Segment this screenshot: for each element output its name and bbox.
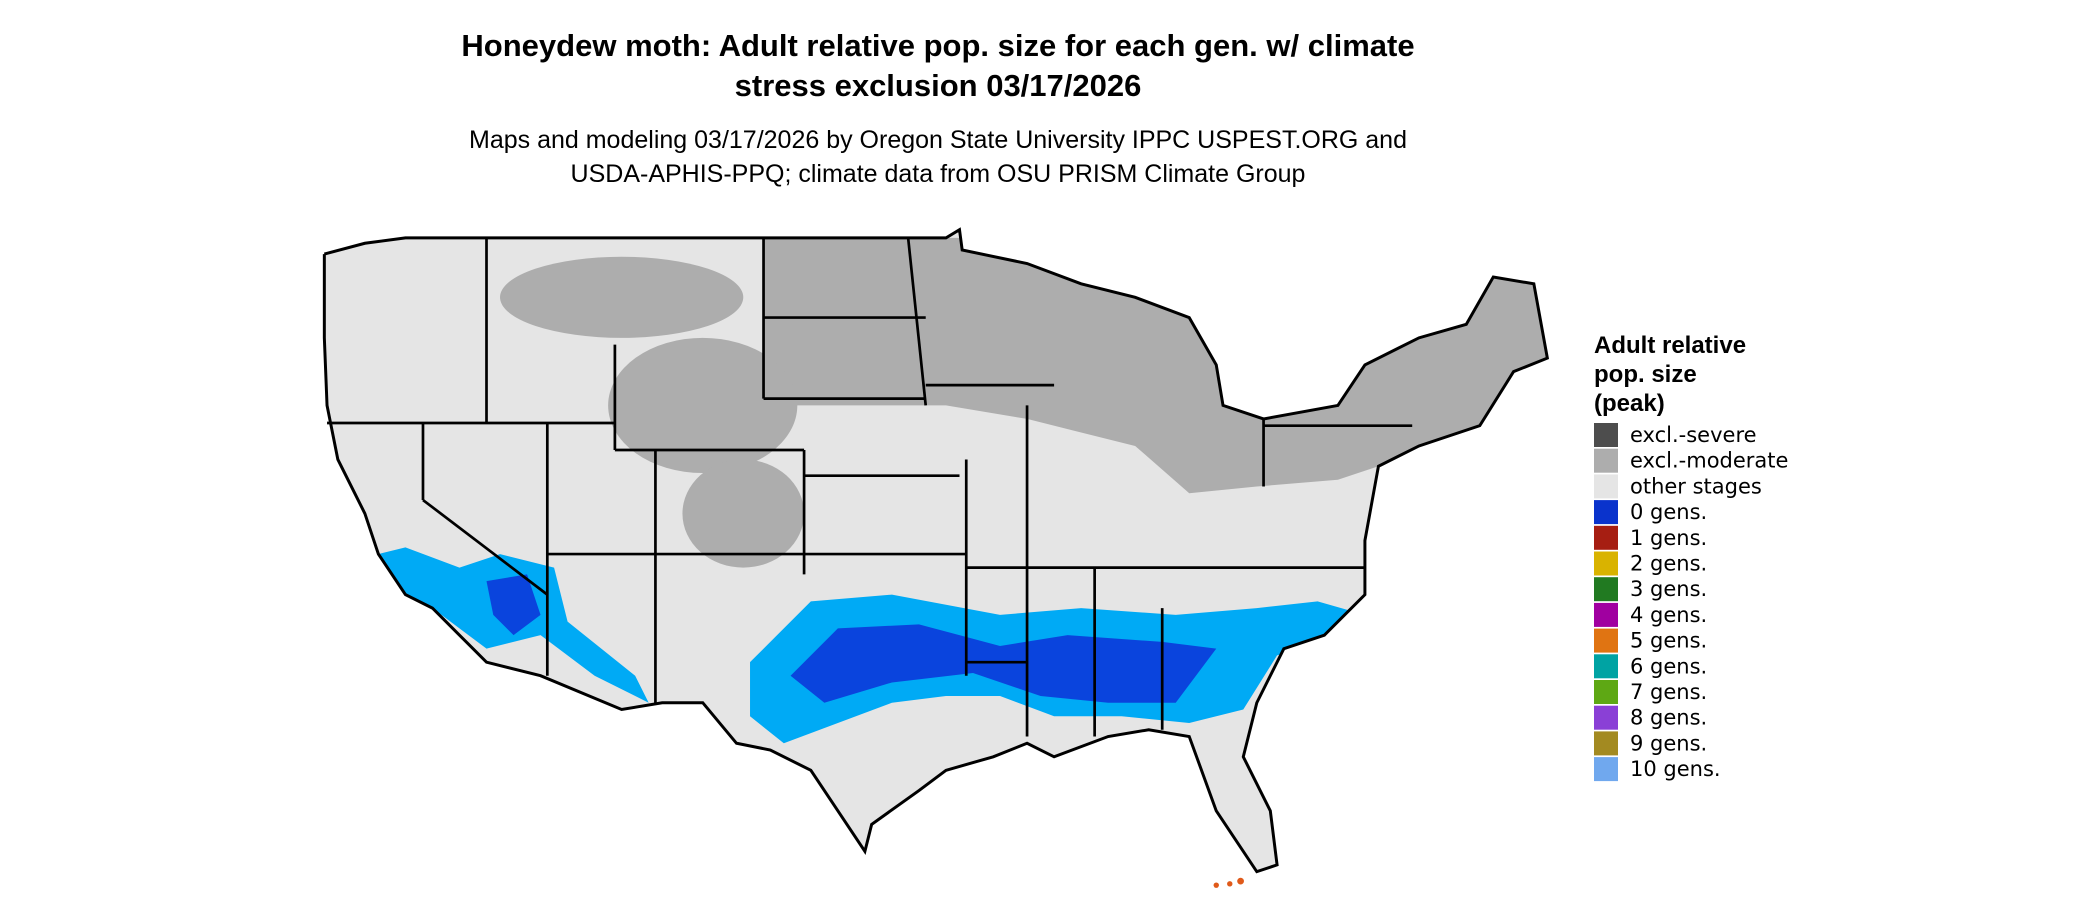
legend-swatch bbox=[1594, 423, 1618, 447]
legend-label: other stages bbox=[1630, 474, 1762, 498]
legend-label: 0 gens. bbox=[1630, 500, 1707, 524]
legend-label: 10 gens. bbox=[1630, 757, 1721, 781]
legend-title: Adult relative bbox=[1594, 332, 1746, 359]
legend-swatch bbox=[1594, 731, 1618, 756]
us-map bbox=[322, 227, 1550, 888]
us-outline bbox=[322, 227, 1550, 874]
legend-swatch bbox=[1594, 654, 1618, 679]
legend-swatch bbox=[1594, 500, 1618, 525]
title: stress exclusion 03/17/2026 bbox=[735, 68, 1142, 103]
legend-label: 6 gens. bbox=[1630, 654, 1707, 678]
legend-label: 3 gens. bbox=[1630, 577, 1707, 601]
legend-label: 7 gens. bbox=[1630, 680, 1707, 704]
darkblue-southwest bbox=[486, 574, 541, 636]
moderate-north bbox=[763, 237, 1548, 494]
subtitle: USDA-APHIS-PPQ; climate data from OSU PR… bbox=[571, 160, 1306, 188]
subtitle: Maps and modeling 03/17/2026 by Oregon S… bbox=[469, 126, 1407, 154]
legend-swatch bbox=[1594, 705, 1618, 730]
header: Honeydew moth: Adult relative pop. size … bbox=[461, 28, 1414, 188]
legend-label: 1 gens. bbox=[1630, 526, 1707, 550]
legend-title: (peak) bbox=[1594, 390, 1665, 417]
moderate-rockies bbox=[608, 337, 798, 473]
moderate-colorado bbox=[682, 459, 805, 568]
legend-swatch bbox=[1594, 628, 1618, 653]
legend-label: excl.-moderate bbox=[1630, 449, 1788, 473]
legend-swatch bbox=[1594, 757, 1618, 782]
legend-label: 5 gens. bbox=[1630, 629, 1707, 653]
legend-swatch bbox=[1594, 602, 1618, 627]
legend-label: 8 gens. bbox=[1630, 706, 1707, 730]
state-lines bbox=[327, 237, 1413, 737]
legend-swatch bbox=[1594, 577, 1618, 602]
legend-swatch bbox=[1594, 551, 1618, 576]
legend-label: excl.-severe bbox=[1630, 423, 1757, 447]
legend-label: 2 gens. bbox=[1630, 552, 1707, 576]
legend-swatch bbox=[1594, 448, 1618, 473]
legend-title: pop. size bbox=[1594, 361, 1697, 388]
title: Honeydew moth: Adult relative pop. size … bbox=[461, 28, 1414, 63]
legend-label: 9 gens. bbox=[1630, 731, 1707, 755]
legend-swatch bbox=[1594, 474, 1618, 499]
legend-swatch bbox=[1594, 525, 1618, 550]
moderate-montana bbox=[500, 256, 744, 338]
legend-label: 4 gens. bbox=[1630, 603, 1707, 627]
legend-swatch bbox=[1594, 680, 1618, 704]
keys bbox=[1213, 877, 1244, 888]
